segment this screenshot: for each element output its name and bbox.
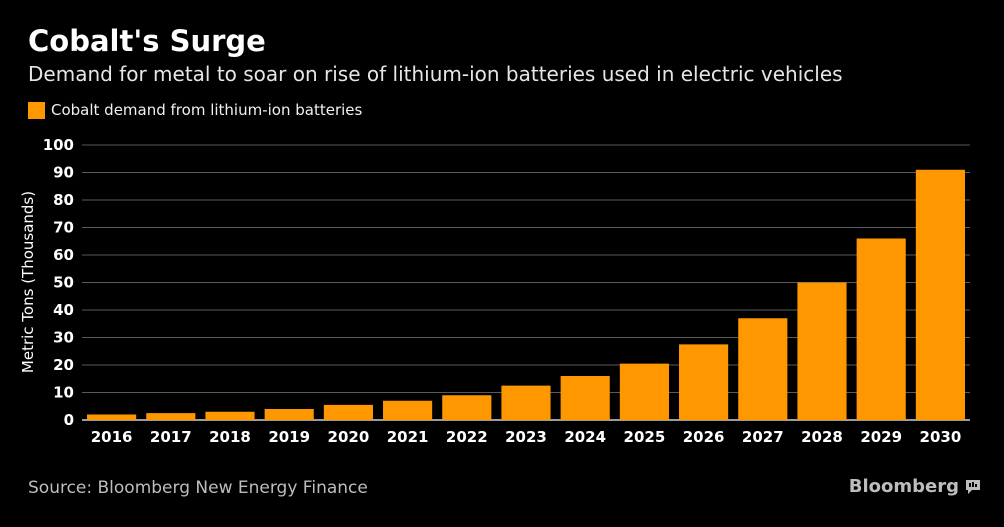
y-tick-label: 70 [53, 219, 74, 237]
speech-bubble-icon [964, 478, 982, 496]
y-tick-label: 30 [53, 329, 74, 347]
bar-2023 [501, 385, 551, 420]
brand-logo: Bloomberg [849, 476, 982, 497]
bars [87, 169, 965, 420]
y-tick-label: 50 [53, 274, 74, 292]
x-tick-label: 2016 [91, 428, 133, 446]
x-tick-label: 2018 [209, 428, 251, 446]
y-tick-label: 10 [53, 384, 74, 402]
y-tick-labels: 0 10 20 30 40 50 60 70 80 90 100 [43, 136, 74, 429]
x-tick-label: 2024 [564, 428, 606, 446]
bar-2028 [797, 282, 847, 420]
y-tick-label: 40 [53, 301, 74, 319]
bar-2018 [205, 411, 255, 420]
bar-2020 [323, 404, 373, 420]
chart-title: Cobalt's Surge [28, 24, 266, 58]
x-tick-labels: 2016 2017 2018 2019 2020 2021 2022 2023 2024 2025… [91, 428, 962, 446]
legend-label: Cobalt demand from lithium-ion batteries [51, 101, 363, 119]
legend-swatch [28, 101, 45, 119]
y-tick-label: 80 [53, 191, 74, 209]
bar-2030 [915, 169, 965, 420]
x-tick-label: 2028 [801, 428, 843, 446]
y-tick-label: 100 [43, 136, 74, 154]
y-tick-label: 20 [53, 356, 74, 374]
source-note: Source: Bloomberg New Energy Finance [28, 478, 368, 498]
x-tick-label: 2027 [742, 428, 784, 446]
bar-2017 [146, 413, 196, 420]
bar-2024 [560, 376, 610, 420]
bar-2016 [87, 414, 137, 420]
y-tick-label: 90 [53, 164, 74, 182]
bar-2026 [679, 344, 729, 420]
x-tick-label: 2029 [860, 428, 902, 446]
x-tick-label: 2023 [505, 428, 547, 446]
bar-2021 [383, 400, 433, 420]
x-tick-label: 2017 [150, 428, 192, 446]
bar-2027 [738, 318, 788, 420]
brand-name: Bloomberg [848, 476, 959, 497]
bar-2019 [264, 409, 314, 420]
bar-2029 [856, 238, 906, 420]
x-tick-label: 2025 [624, 428, 666, 446]
x-tick-label: 2030 [920, 428, 962, 446]
y-axis-label: Metric Tons (Thousands) [19, 191, 37, 373]
bar-2022 [442, 395, 492, 420]
chart-subtitle: Demand for metal to soar on rise of lith… [28, 62, 843, 86]
x-tick-label: 2019 [268, 428, 310, 446]
legend: Cobalt demand from lithium-ion batteries [28, 101, 362, 119]
x-tick-label: 2021 [387, 428, 429, 446]
x-tick-label: 2026 [683, 428, 725, 446]
x-tick-label: 2022 [446, 428, 488, 446]
x-tick-label: 2020 [328, 428, 370, 446]
y-tick-label: 0 [64, 411, 74, 429]
y-tick-label: 60 [53, 246, 74, 264]
bar-2025 [619, 363, 669, 420]
